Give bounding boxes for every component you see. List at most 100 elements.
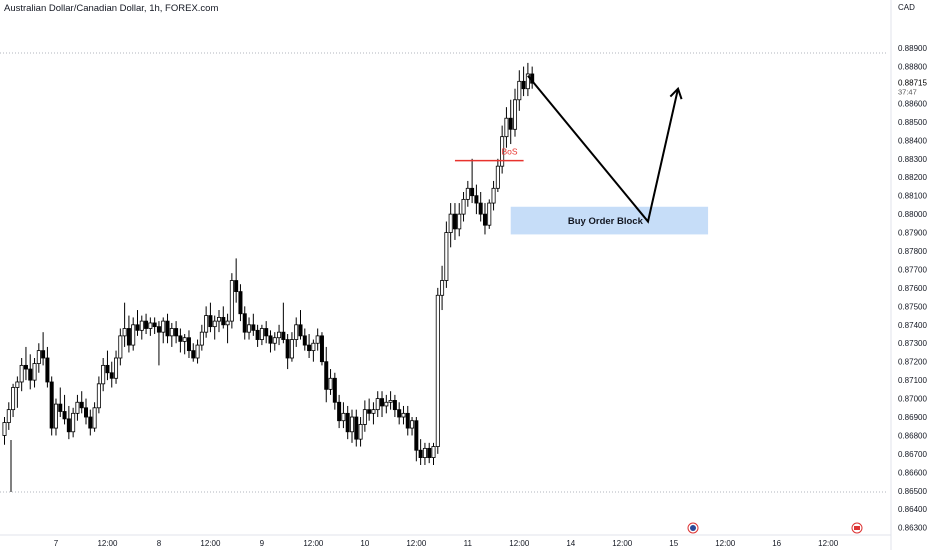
candle-bull bbox=[118, 335, 123, 359]
candle-bull bbox=[247, 324, 252, 333]
price-tick-label: 0.86700 bbox=[898, 450, 927, 459]
candle-bull bbox=[2, 422, 7, 436]
candle-bear bbox=[482, 213, 487, 226]
candle-bear bbox=[470, 187, 475, 197]
event-marker-au bbox=[687, 522, 699, 534]
candle-bull bbox=[161, 320, 166, 333]
candle-bull bbox=[32, 363, 37, 381]
candle-bull bbox=[328, 377, 333, 390]
candle-bear bbox=[88, 416, 93, 429]
candle-bull bbox=[92, 407, 97, 429]
drawings-layer[interactable]: Buy Order Block BoS bbox=[454, 75, 709, 235]
candle-bull bbox=[36, 350, 41, 364]
candle-bear bbox=[135, 324, 140, 331]
price-tick-label: 0.88800 bbox=[898, 63, 927, 72]
candle-bear bbox=[397, 409, 402, 418]
candle-bull bbox=[212, 320, 217, 328]
candle-bear bbox=[337, 401, 342, 422]
price-tick-label: 0.88500 bbox=[898, 118, 927, 127]
candle-bear bbox=[307, 344, 312, 352]
event-marker-au-dot bbox=[690, 525, 696, 531]
candle-bear bbox=[508, 117, 513, 130]
candle-bull bbox=[15, 381, 20, 388]
candle-bull bbox=[139, 320, 144, 331]
candle-bull bbox=[148, 322, 153, 329]
candle-bull bbox=[216, 317, 221, 322]
candle-bear bbox=[427, 447, 432, 458]
grid-layer bbox=[0, 0, 892, 550]
candle-bull bbox=[169, 328, 174, 337]
price-tick-label: 0.87100 bbox=[898, 376, 927, 385]
price-axis-currency: CAD bbox=[898, 3, 915, 12]
event-marker-ca bbox=[851, 522, 863, 534]
price-tick-label: 0.87200 bbox=[898, 358, 927, 367]
candle-bull bbox=[358, 423, 363, 440]
price-tick-label: 0.88600 bbox=[898, 99, 927, 108]
time-tick-label: 16 bbox=[772, 539, 781, 548]
axis-layer: CAD 0.88900 0.88800 0.88600 0.88500 0.88400 0.… bbox=[54, 3, 932, 548]
event-marker-ca-flag bbox=[854, 526, 860, 530]
time-tick-label: 12:00 bbox=[612, 539, 633, 548]
time-tick-label: 10 bbox=[360, 539, 369, 548]
candle-bear bbox=[58, 403, 63, 412]
candle-bull bbox=[440, 280, 445, 296]
candle-bear bbox=[418, 449, 423, 459]
candle-bull bbox=[371, 409, 376, 414]
time-tick-label: 11 bbox=[464, 539, 473, 548]
candle-bull bbox=[204, 315, 209, 333]
time-tick-label: 12:00 bbox=[509, 539, 530, 548]
candle-bull bbox=[465, 187, 470, 200]
candle-bear bbox=[324, 361, 329, 390]
candle-bull bbox=[388, 400, 393, 403]
candle-bull bbox=[272, 337, 277, 344]
candle-bull bbox=[289, 339, 294, 359]
candle-bear bbox=[191, 350, 196, 359]
candle-bear bbox=[281, 331, 286, 340]
candle-bull bbox=[401, 412, 406, 418]
candle-bear bbox=[45, 357, 50, 383]
candle-bear bbox=[105, 364, 110, 374]
chart-title: Australian Dollar/Canadian Dollar, 1h, F… bbox=[4, 3, 219, 14]
candle-bear bbox=[242, 313, 247, 333]
candle-bear bbox=[405, 412, 410, 429]
candle-bull bbox=[444, 232, 449, 281]
candle-bear bbox=[367, 409, 372, 414]
time-tick-label: 8 bbox=[157, 539, 162, 548]
candle-bear bbox=[392, 400, 397, 411]
candle-bear bbox=[268, 335, 273, 344]
time-tick-label: 14 bbox=[566, 539, 575, 548]
time-tick-label: 12:00 bbox=[303, 539, 324, 548]
projection-path bbox=[527, 75, 680, 224]
candle-bull bbox=[457, 213, 462, 230]
price-tag-value: 0.88715 bbox=[898, 78, 927, 87]
candle-bear bbox=[186, 337, 191, 352]
candle-bear bbox=[84, 407, 89, 418]
candle-bull bbox=[491, 187, 496, 204]
candle-bear bbox=[345, 412, 350, 433]
candle-bear bbox=[28, 368, 33, 381]
price-tick-label: 0.88200 bbox=[898, 173, 927, 182]
candle-bull bbox=[315, 335, 320, 344]
candle-bull bbox=[431, 446, 436, 458]
candle-bear bbox=[126, 328, 131, 346]
candle-bull bbox=[11, 387, 16, 411]
candle-bull bbox=[487, 202, 492, 226]
candle-bull bbox=[410, 420, 415, 429]
candle-bear bbox=[66, 418, 71, 433]
candle-bear bbox=[165, 320, 170, 337]
price-tick-label: 0.86600 bbox=[898, 468, 927, 477]
candle-bear bbox=[109, 372, 114, 379]
candle-bull bbox=[277, 331, 282, 339]
candle-bull bbox=[311, 342, 316, 352]
candle-bull bbox=[349, 416, 354, 433]
candle-bear bbox=[221, 317, 226, 326]
candle-bull bbox=[294, 324, 299, 340]
price-tick-label: 0.88400 bbox=[898, 136, 927, 145]
price-tick-label: 0.87000 bbox=[898, 395, 927, 404]
time-tick-label: 12:00 bbox=[200, 539, 221, 548]
time-tick-label: 15 bbox=[669, 539, 678, 548]
price-tick-label: 0.87800 bbox=[898, 247, 927, 256]
candle-bull bbox=[122, 328, 127, 337]
